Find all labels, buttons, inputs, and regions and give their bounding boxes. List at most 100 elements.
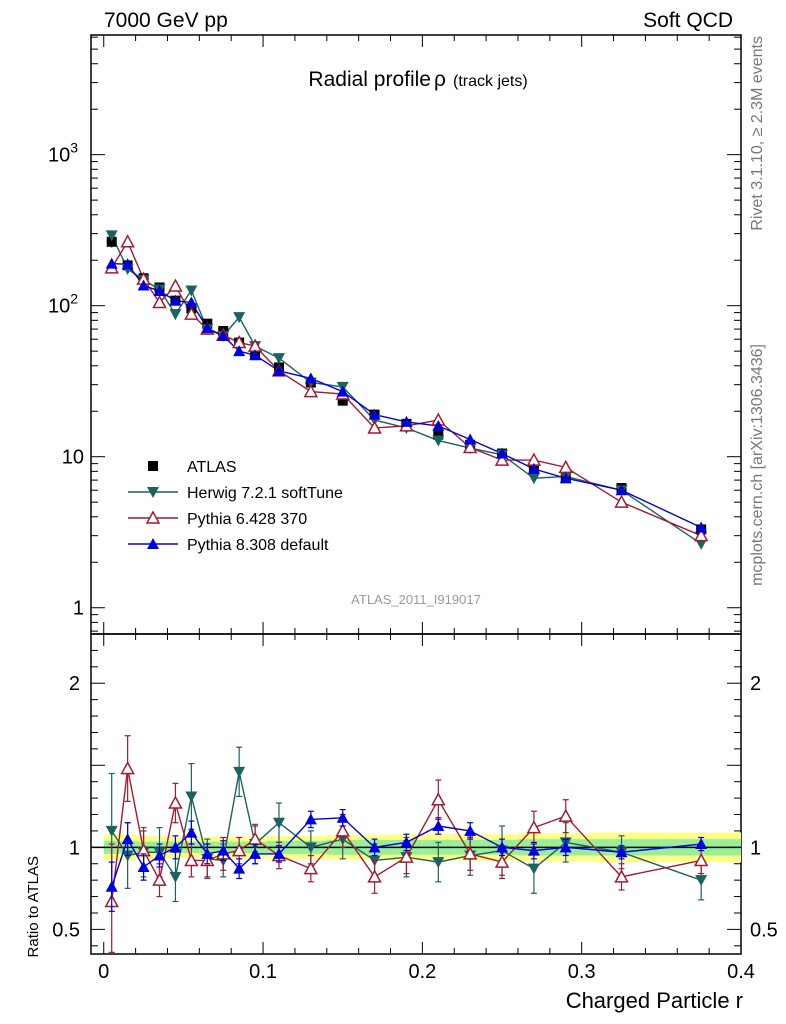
ratio-point [432, 820, 445, 831]
chart-title-suffix: (track jets) [453, 73, 528, 90]
ratio-point [137, 861, 150, 873]
ratio-point [693, 852, 709, 867]
ratio-point [105, 880, 118, 892]
series-line [111, 235, 702, 545]
legend-entry: Pythia 8.308 default [128, 537, 329, 554]
ratio-point [336, 811, 349, 823]
data-point [432, 435, 445, 447]
ratio-point [304, 842, 317, 854]
y-tick-label: 1 [73, 598, 84, 620]
data-point [615, 484, 628, 496]
data-point [233, 345, 246, 357]
data-point [152, 294, 167, 309]
legend-label: Pythia 8.308 default [187, 537, 329, 554]
legend-label: ATLAS [187, 459, 237, 476]
data-point [272, 353, 285, 365]
data-point [249, 349, 262, 361]
ratio-tick-label-right: 1 [750, 837, 761, 859]
data-point [462, 439, 478, 454]
ratio-panel-frame [90, 633, 742, 955]
data-point [185, 285, 198, 297]
data-point [184, 306, 199, 320]
ratio-point [169, 841, 182, 853]
ratio-point [399, 849, 414, 863]
series-2 [111, 240, 702, 537]
data-point [400, 415, 413, 427]
data-point [105, 230, 118, 242]
ratio-point [168, 795, 183, 809]
ratio-point [201, 847, 214, 859]
mcplots-label: mcplots.cern.ch [arXiv:1306.3436] [749, 344, 766, 586]
data-point [120, 234, 135, 248]
data-point [137, 279, 150, 291]
ratio-tick-label-left: 1 [69, 837, 80, 859]
x-tick-label: 0.1 [249, 961, 277, 983]
data-point [153, 285, 166, 297]
chart-title-symbol: ρ [434, 68, 446, 91]
ratio-point [494, 854, 510, 868]
ratio-tick-label-right: 2 [750, 673, 761, 695]
legend-entry: Pythia 6.428 370 [128, 510, 307, 528]
data-point [527, 473, 540, 485]
data-point [527, 462, 540, 474]
ratio-point [304, 813, 317, 825]
data-point [121, 258, 134, 270]
ratio-point [496, 841, 509, 853]
ratio-point [185, 826, 198, 838]
data-point [105, 257, 118, 269]
ratio-point [153, 849, 166, 861]
ratio-point [695, 838, 708, 850]
ratio-point [169, 871, 182, 883]
ratio-point [400, 836, 413, 848]
header-left: 7000 GeV pp [104, 9, 228, 32]
header-right: Soft QCD [643, 9, 733, 32]
ratio-point [464, 824, 477, 836]
series-line [111, 240, 702, 537]
data-point [168, 278, 183, 292]
legend-marker [148, 461, 158, 471]
data-point [169, 294, 182, 306]
ratio-point [184, 852, 199, 867]
ratio-line [111, 771, 702, 881]
ratio-point [217, 844, 230, 856]
y-tick-label: 103 [48, 140, 78, 167]
ratio-point [152, 872, 167, 886]
analysis-id: ATLAS_2011_I919017 [351, 592, 481, 607]
rivet-version-label: Rivet 3.1.10, ≥ 2.3M events [749, 36, 766, 231]
data-point [272, 364, 285, 376]
ratio-tick-label-left: 0.5 [52, 919, 80, 941]
ratio-point [272, 817, 285, 829]
y-tick-label: 10 [62, 447, 84, 469]
data-point [614, 494, 629, 508]
ratio-point [303, 861, 319, 875]
ratio-point [368, 841, 381, 853]
ratio-point [559, 841, 572, 853]
ratio-point [185, 791, 198, 803]
axis-ticks [91, 35, 742, 954]
tick-labels: 0 0.1 0.2 0.3 0.4 1 10 102 103 0.5 0.5 1 1 2 2 [48, 140, 778, 983]
ratio-point [233, 766, 246, 778]
ratio-tick-label-left: 2 [69, 673, 80, 695]
data-point [695, 521, 708, 533]
ratio-line [111, 768, 702, 902]
ratio-point [527, 844, 540, 856]
legend-entry: ATLAS [148, 459, 237, 476]
ratio-point [432, 857, 445, 869]
ratio-series-3 [105, 808, 708, 912]
chart-title: Radial profile [308, 68, 431, 91]
data-point [185, 296, 198, 308]
data-point [494, 452, 510, 466]
legend-label: Pythia 6.428 370 [187, 511, 307, 528]
data-point [368, 408, 381, 420]
data-point [464, 433, 477, 445]
series-line [111, 262, 702, 529]
series-markers-3 [105, 257, 708, 533]
ratio-point [335, 823, 350, 837]
ratio-point [558, 808, 574, 822]
series-3 [111, 262, 702, 529]
ratio-point [527, 863, 540, 875]
data-point [217, 329, 230, 341]
data-point [432, 419, 445, 431]
legend-label: Herwig 7.2.1 softTune [187, 485, 343, 502]
